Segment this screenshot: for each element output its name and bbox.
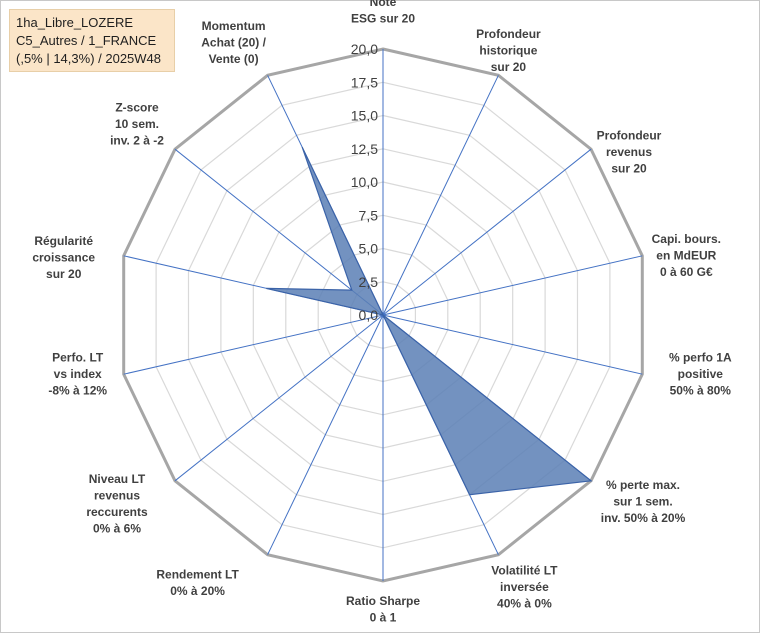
radial-tick-label: 5,0 xyxy=(359,241,379,257)
axis-label-6: 40% à 0% xyxy=(497,597,552,611)
axis-label-5: sur 1 sem. xyxy=(613,494,672,508)
axis-label-4: 50% à 80% xyxy=(670,383,732,397)
axis-label-2: sur 20 xyxy=(611,162,647,176)
axis-label-6: Volatilité LT xyxy=(491,564,558,578)
axis-label-13: Momentum xyxy=(202,19,266,33)
axis-label-3: en MdEUR xyxy=(656,249,716,263)
axis-label-11: sur 20 xyxy=(46,267,82,281)
axis-label-6: inversée xyxy=(500,580,549,594)
radar-spoke xyxy=(174,314,384,482)
axis-label-1: Profondeur xyxy=(476,27,541,41)
radial-tick-label: 10,0 xyxy=(351,174,378,190)
axis-label-9: Niveau LT xyxy=(89,472,146,486)
axis-label-7: 0 à 1 xyxy=(370,611,397,625)
axis-label-8: 0% à 20% xyxy=(170,584,225,598)
info-line-name: 1ha_Libre_LOZERE xyxy=(16,15,134,30)
axis-label-0: ESG sur 20 xyxy=(351,12,415,26)
radial-tick-label: 12,5 xyxy=(351,141,378,157)
axis-label-2: revenus xyxy=(606,145,652,159)
radar-spoke xyxy=(382,75,499,316)
axis-label-12: 10 sem. xyxy=(115,117,159,131)
axis-label-11: croissance xyxy=(32,251,95,265)
radial-tick-label: 20,0 xyxy=(351,41,378,57)
axis-label-12: inv. 2 à -2 xyxy=(110,134,164,148)
axis-label-4: positive xyxy=(678,367,724,381)
axis-label-10: Perfo. LT xyxy=(52,350,104,364)
axis-label-13: Achat (20) / xyxy=(201,35,266,49)
radar-series-area xyxy=(266,146,593,496)
info-line-category: C5_Autres / 1_FRANCE xyxy=(16,33,157,48)
axis-label-10: vs index xyxy=(54,367,102,381)
axis-label-10: -8% à 12% xyxy=(48,383,107,397)
radar-spoke xyxy=(123,314,384,375)
axis-label-7: Ratio Sharpe xyxy=(346,594,420,608)
axis-label-1: historique xyxy=(479,43,537,57)
radar-spoke xyxy=(267,314,384,555)
axis-label-9: reccurents xyxy=(86,505,148,519)
axis-label-3: Capi. bours. xyxy=(652,232,721,246)
axis-label-2: Profondeur xyxy=(597,129,662,143)
info-line-period: (,5% | 14,3%) / 2025W48 xyxy=(16,51,162,66)
axis-label-11: Régularité xyxy=(34,234,93,248)
radar-spoke xyxy=(382,148,592,316)
radial-tick-label: 7,5 xyxy=(359,207,379,223)
radar-spoke xyxy=(382,255,643,316)
axis-label-5: % perte max. xyxy=(606,478,680,492)
chart-info-box: 1ha_Libre_LOZERE C5_Autres / 1_FRANCE (,… xyxy=(9,9,175,72)
axis-label-0: Note xyxy=(370,0,397,9)
axis-label-8: Rendement LT xyxy=(156,568,239,582)
axis-label-5: inv. 50% à 20% xyxy=(601,511,686,525)
axis-label-4: % perfo 1A xyxy=(669,350,732,364)
axis-label-1: sur 20 xyxy=(491,60,527,74)
radial-tick-label: 17,5 xyxy=(351,74,378,90)
radial-tick-label: 2,5 xyxy=(359,274,379,290)
axis-label-9: 0% à 6% xyxy=(93,521,141,535)
axis-label-9: revenus xyxy=(94,488,140,502)
radial-tick-label: 0,0 xyxy=(359,307,379,323)
axis-label-3: 0 à 60 G€ xyxy=(660,265,713,279)
radar-spoke xyxy=(382,314,643,375)
radial-tick-label: 15,0 xyxy=(351,108,378,124)
axis-label-12: Z-score xyxy=(115,101,159,115)
axis-label-13: Vente (0) xyxy=(209,52,259,66)
radar-spoke xyxy=(174,148,384,316)
